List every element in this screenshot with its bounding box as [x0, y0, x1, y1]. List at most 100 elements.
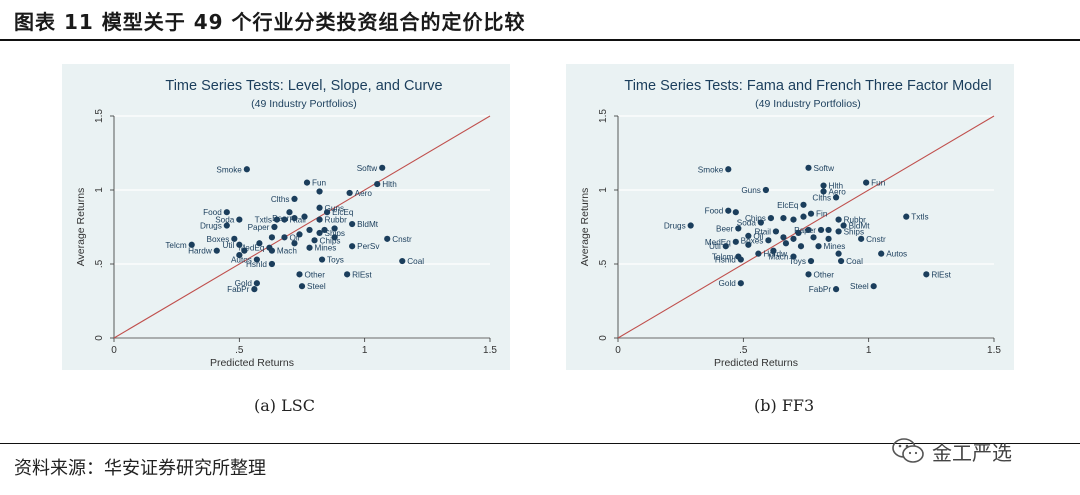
data-point — [399, 257, 406, 265]
point-label: Paper — [248, 223, 270, 232]
point-label: Util — [709, 242, 721, 251]
data-point — [825, 226, 832, 234]
x-tick-label: 0 — [111, 345, 117, 356]
point-label: Telcm — [712, 253, 734, 262]
data-point — [298, 283, 306, 290]
point-label: Food — [705, 207, 724, 216]
point-label: RlEst — [352, 270, 372, 279]
point-label: Aero — [355, 189, 373, 198]
data-point — [213, 247, 220, 254]
data-point — [780, 234, 787, 241]
point-label: Gold — [719, 279, 737, 288]
point-label: Gold — [235, 279, 253, 288]
point-label: Chips — [745, 214, 766, 223]
data-point — [223, 209, 230, 216]
point-label: Boxes — [741, 236, 764, 245]
point-label: BldMt — [849, 222, 871, 231]
bottom-rule — [0, 443, 1080, 444]
point-label: RlEst — [931, 270, 951, 279]
point-label: Fun — [312, 179, 327, 188]
point-label: MedEq — [238, 244, 264, 253]
point-label: Hlth — [382, 180, 397, 189]
data-point — [316, 216, 323, 223]
data-point — [815, 243, 822, 250]
x-tick-label: 1 — [866, 345, 872, 356]
data-point — [268, 247, 276, 254]
data-point — [832, 194, 840, 201]
data-point — [384, 235, 391, 242]
point-label: Toys — [789, 257, 806, 266]
data-point — [268, 234, 276, 241]
point-label: Hshld — [715, 256, 736, 265]
point-label: Oil — [289, 233, 299, 242]
data-point — [790, 253, 797, 260]
point-label: Hshld — [246, 260, 267, 269]
data-point — [316, 229, 323, 237]
figure-title: 图表 11 模型关于 49 个行业分类投资组合的定价比较 — [14, 10, 526, 34]
point-label: ElcEq — [332, 208, 354, 217]
data-point — [840, 222, 847, 229]
data-point — [858, 235, 865, 242]
y-tick-label: 0 — [598, 335, 609, 341]
point-label: Softw — [814, 164, 835, 173]
chart-lsc: Time Series Tests: Level, Slope, and Cur… — [75, 78, 497, 369]
point-label: Cnstr — [392, 235, 412, 244]
point-label: Ships — [844, 227, 864, 236]
data-point — [346, 189, 353, 197]
data-point — [835, 216, 842, 223]
x-tick-label: 1 — [362, 345, 368, 356]
point-label: Smoke — [698, 165, 724, 174]
data-point — [236, 216, 243, 223]
point-label: Smoke — [216, 165, 242, 174]
x-tick-label: 0 — [615, 345, 621, 356]
point-label: Mach — [768, 253, 788, 262]
data-point — [318, 256, 326, 263]
point-label: FabPr — [809, 285, 832, 294]
data-point — [863, 179, 870, 186]
data-point — [316, 188, 323, 195]
data-point — [331, 225, 338, 232]
data-point — [236, 241, 243, 248]
point-label: Rtail — [755, 227, 772, 236]
data-point — [271, 223, 278, 231]
data-point — [745, 241, 752, 248]
data-point — [780, 215, 787, 222]
x-axis-label: Predicted Returns — [210, 357, 294, 369]
point-label: Autos — [231, 256, 252, 265]
chart-subtitle: (49 Industry Portfolios) — [251, 98, 357, 110]
point-label: Hardw — [188, 247, 212, 256]
data-point — [800, 213, 807, 220]
point-label: Soda — [215, 216, 235, 225]
data-point — [306, 244, 313, 251]
data-point — [281, 234, 288, 241]
data-point — [311, 237, 318, 244]
point-label: Chips — [320, 236, 341, 245]
data-point — [273, 216, 281, 223]
point-label: Soda — [737, 219, 757, 228]
data-point — [732, 238, 739, 245]
point-label: Util — [223, 241, 235, 250]
data-point — [770, 247, 777, 254]
point-label: ElcEq — [777, 201, 799, 210]
point-label: Cnstr — [866, 235, 886, 244]
point-label: Other — [304, 270, 325, 279]
data-point — [757, 219, 764, 226]
point-label: Clths — [812, 193, 831, 202]
point-label: Beer — [272, 214, 290, 223]
point-label: Hlth — [829, 182, 844, 191]
point-label: Hardw — [763, 250, 787, 259]
point-label: Oil — [753, 232, 763, 241]
data-point — [772, 228, 780, 235]
top-rule — [0, 39, 1080, 41]
data-point — [291, 215, 298, 222]
y-tick-label: 0 — [94, 335, 105, 341]
point-label: MedEq — [705, 238, 731, 247]
point-label: Paper — [794, 226, 816, 235]
watermark-text: 金工严选 — [932, 440, 1012, 465]
point-label: Rubbr — [325, 216, 348, 225]
data-point — [805, 164, 812, 171]
chart-subtitle: (49 Industry Portfolios) — [755, 98, 861, 110]
data-point — [767, 215, 775, 222]
data-point — [762, 186, 769, 194]
data-point — [782, 240, 790, 247]
